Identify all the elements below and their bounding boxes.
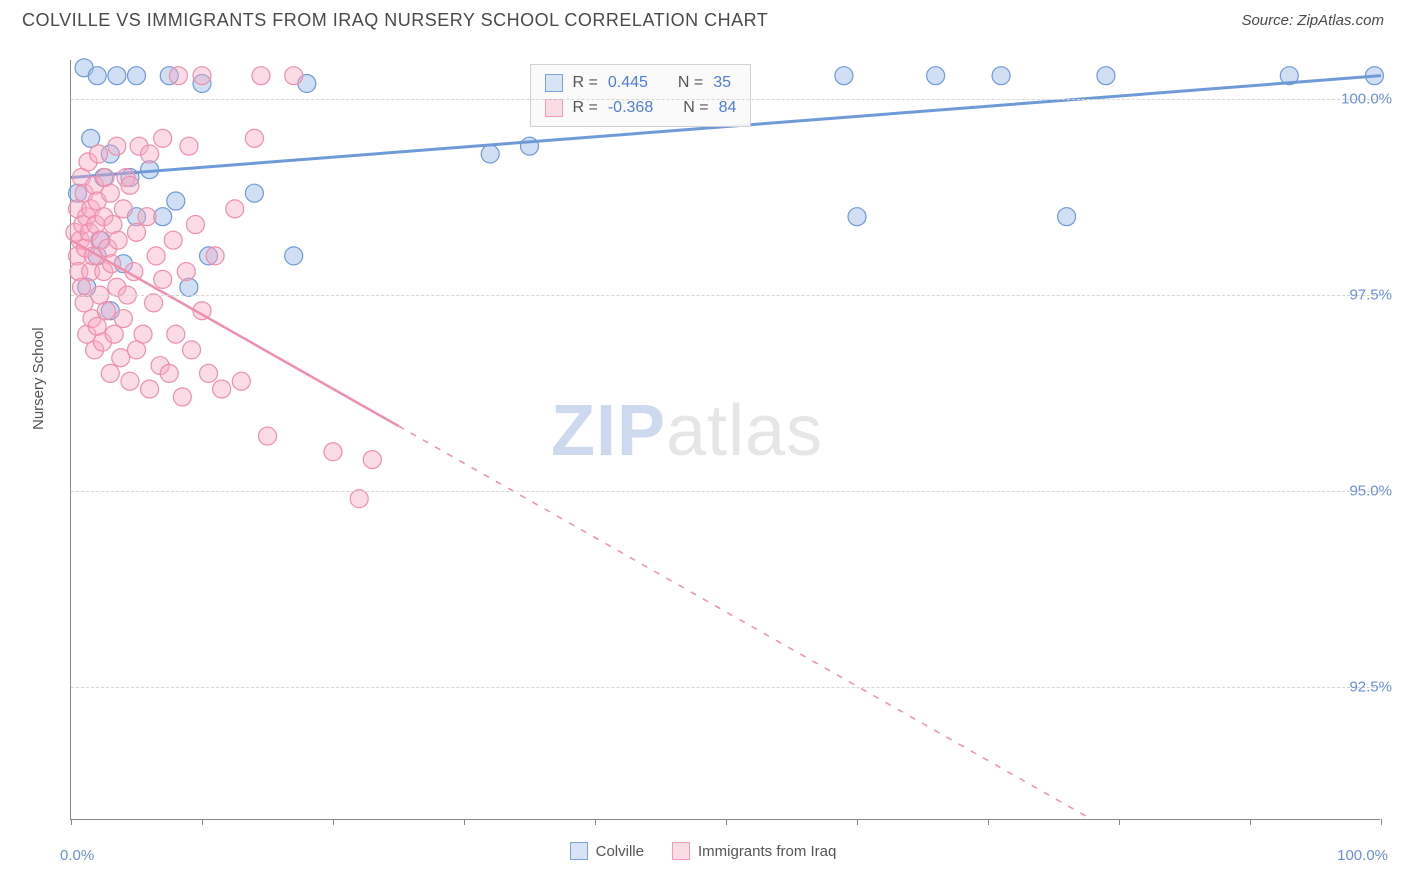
scatter-point-immigrants_iraq bbox=[206, 247, 224, 265]
scatter-point-colville bbox=[1097, 67, 1115, 85]
scatter-point-immigrants_iraq bbox=[154, 129, 172, 147]
scatter-point-immigrants_iraq bbox=[200, 364, 218, 382]
scatter-point-immigrants_iraq bbox=[72, 278, 90, 296]
y-tick-label: 100.0% bbox=[1341, 91, 1392, 108]
scatter-point-immigrants_iraq bbox=[138, 208, 156, 226]
gridline-h bbox=[71, 295, 1380, 296]
plot-svg bbox=[71, 60, 1380, 819]
stats-swatch bbox=[545, 99, 563, 117]
scatter-point-immigrants_iraq bbox=[164, 231, 182, 249]
scatter-point-colville bbox=[128, 67, 146, 85]
x-tick-mark bbox=[1381, 819, 1382, 825]
scatter-point-immigrants_iraq bbox=[141, 380, 159, 398]
x-tick-mark bbox=[464, 819, 465, 825]
trend-line-dashed-immigrants_iraq bbox=[399, 426, 1093, 820]
scatter-point-immigrants_iraq bbox=[173, 388, 191, 406]
scatter-point-immigrants_iraq bbox=[90, 145, 108, 163]
scatter-point-immigrants_iraq bbox=[324, 443, 342, 461]
scatter-point-immigrants_iraq bbox=[252, 67, 270, 85]
scatter-point-immigrants_iraq bbox=[259, 427, 277, 445]
legend-item: Colville bbox=[570, 842, 644, 860]
scatter-point-immigrants_iraq bbox=[147, 247, 165, 265]
x-tick-mark bbox=[988, 819, 989, 825]
x-tick-mark bbox=[1119, 819, 1120, 825]
scatter-point-colville bbox=[88, 67, 106, 85]
correlation-stats-box: R =0.445N =35R =-0.368N =84 bbox=[530, 64, 752, 128]
scatter-point-immigrants_iraq bbox=[160, 364, 178, 382]
x-tick-mark bbox=[726, 819, 727, 825]
legend-swatch bbox=[570, 842, 588, 860]
scatter-point-immigrants_iraq bbox=[180, 137, 198, 155]
legend-label: Colville bbox=[596, 843, 644, 860]
scatter-point-immigrants_iraq bbox=[141, 145, 159, 163]
scatter-point-immigrants_iraq bbox=[213, 380, 231, 398]
scatter-point-immigrants_iraq bbox=[121, 176, 139, 194]
scatter-point-immigrants_iraq bbox=[183, 341, 201, 359]
scatter-point-colville bbox=[927, 67, 945, 85]
scatter-point-colville bbox=[835, 67, 853, 85]
scatter-point-immigrants_iraq bbox=[167, 325, 185, 343]
scatter-point-immigrants_iraq bbox=[226, 200, 244, 218]
r-value: 0.445 bbox=[608, 71, 648, 96]
y-tick-label: 97.5% bbox=[1349, 287, 1392, 304]
scatter-point-immigrants_iraq bbox=[154, 270, 172, 288]
legend-label: Immigrants from Iraq bbox=[698, 843, 836, 860]
n-value: 35 bbox=[713, 71, 731, 96]
chart-title: COLVILLE VS IMMIGRANTS FROM IRAQ NURSERY… bbox=[22, 10, 768, 31]
y-tick-label: 95.0% bbox=[1349, 482, 1392, 499]
chart-plot-area: ZIPatlas R =0.445N =35R =-0.368N =84 bbox=[70, 60, 1380, 820]
scatter-point-immigrants_iraq bbox=[232, 372, 250, 390]
scatter-point-immigrants_iraq bbox=[186, 216, 204, 234]
gridline-h bbox=[71, 491, 1380, 492]
scatter-point-immigrants_iraq bbox=[101, 364, 119, 382]
source-attribution: Source: ZipAtlas.com bbox=[1241, 12, 1384, 29]
scatter-point-immigrants_iraq bbox=[245, 129, 263, 147]
scatter-point-colville bbox=[848, 208, 866, 226]
scatter-point-immigrants_iraq bbox=[101, 184, 119, 202]
gridline-h bbox=[71, 687, 1380, 688]
scatter-point-immigrants_iraq bbox=[193, 67, 211, 85]
scatter-point-immigrants_iraq bbox=[114, 310, 132, 328]
r-label: R = bbox=[573, 71, 598, 96]
scatter-point-immigrants_iraq bbox=[128, 223, 146, 241]
scatter-point-colville bbox=[481, 145, 499, 163]
scatter-point-colville bbox=[108, 67, 126, 85]
scatter-point-immigrants_iraq bbox=[363, 451, 381, 469]
scatter-point-colville bbox=[1058, 208, 1076, 226]
y-tick-label: 92.5% bbox=[1349, 678, 1392, 695]
scatter-point-immigrants_iraq bbox=[169, 67, 187, 85]
scatter-point-colville bbox=[992, 67, 1010, 85]
x-tick-mark bbox=[71, 819, 72, 825]
scatter-point-immigrants_iraq bbox=[108, 137, 126, 155]
scatter-point-immigrants_iraq bbox=[109, 231, 127, 249]
scatter-point-immigrants_iraq bbox=[121, 372, 139, 390]
scatter-point-immigrants_iraq bbox=[350, 490, 368, 508]
scatter-point-colville bbox=[285, 247, 303, 265]
scatter-point-colville bbox=[180, 278, 198, 296]
scatter-point-immigrants_iraq bbox=[285, 67, 303, 85]
scatter-point-immigrants_iraq bbox=[177, 263, 195, 281]
stats-swatch bbox=[545, 74, 563, 92]
scatter-point-colville bbox=[245, 184, 263, 202]
scatter-point-immigrants_iraq bbox=[114, 200, 132, 218]
legend-item: Immigrants from Iraq bbox=[672, 842, 836, 860]
x-tick-mark bbox=[595, 819, 596, 825]
n-label: N = bbox=[678, 71, 703, 96]
x-tick-mark bbox=[1250, 819, 1251, 825]
scatter-point-colville bbox=[167, 192, 185, 210]
scatter-point-immigrants_iraq bbox=[105, 325, 123, 343]
scatter-point-immigrants_iraq bbox=[145, 294, 163, 312]
x-tick-mark bbox=[202, 819, 203, 825]
x-tick-mark bbox=[333, 819, 334, 825]
x-tick-mark bbox=[857, 819, 858, 825]
scatter-point-immigrants_iraq bbox=[134, 325, 152, 343]
gridline-h bbox=[71, 99, 1380, 100]
y-axis-label: Nursery School bbox=[30, 327, 47, 430]
stats-row: R = 0.445 N = 35 bbox=[545, 71, 737, 96]
legend: Colville Immigrants from Iraq bbox=[0, 842, 1406, 860]
scatter-point-immigrants_iraq bbox=[97, 302, 115, 320]
legend-swatch bbox=[672, 842, 690, 860]
